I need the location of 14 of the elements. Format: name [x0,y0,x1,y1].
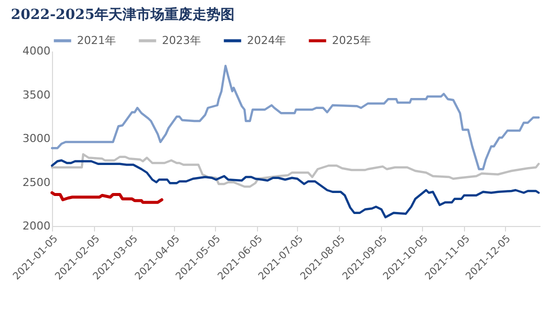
line-series [50,159,540,218]
legend-label: 2025年 [332,34,371,47]
line-series [50,64,540,170]
legend-label: 2024年 [247,34,286,47]
line-series [50,191,164,204]
line-series [50,153,540,188]
y-tick-label: 2000 [22,220,50,232]
chart-title: 2022-2025年天津市场重废走势图 [10,6,235,23]
y-tick-label: 4000 [22,44,50,58]
y-tick-label: 3500 [22,88,50,102]
y-tick-label: 2500 [22,176,50,189]
y-tick-label: 3000 [22,132,50,145]
legend-label: 2021年 [77,34,116,47]
legend-label: 2023年 [162,34,201,47]
